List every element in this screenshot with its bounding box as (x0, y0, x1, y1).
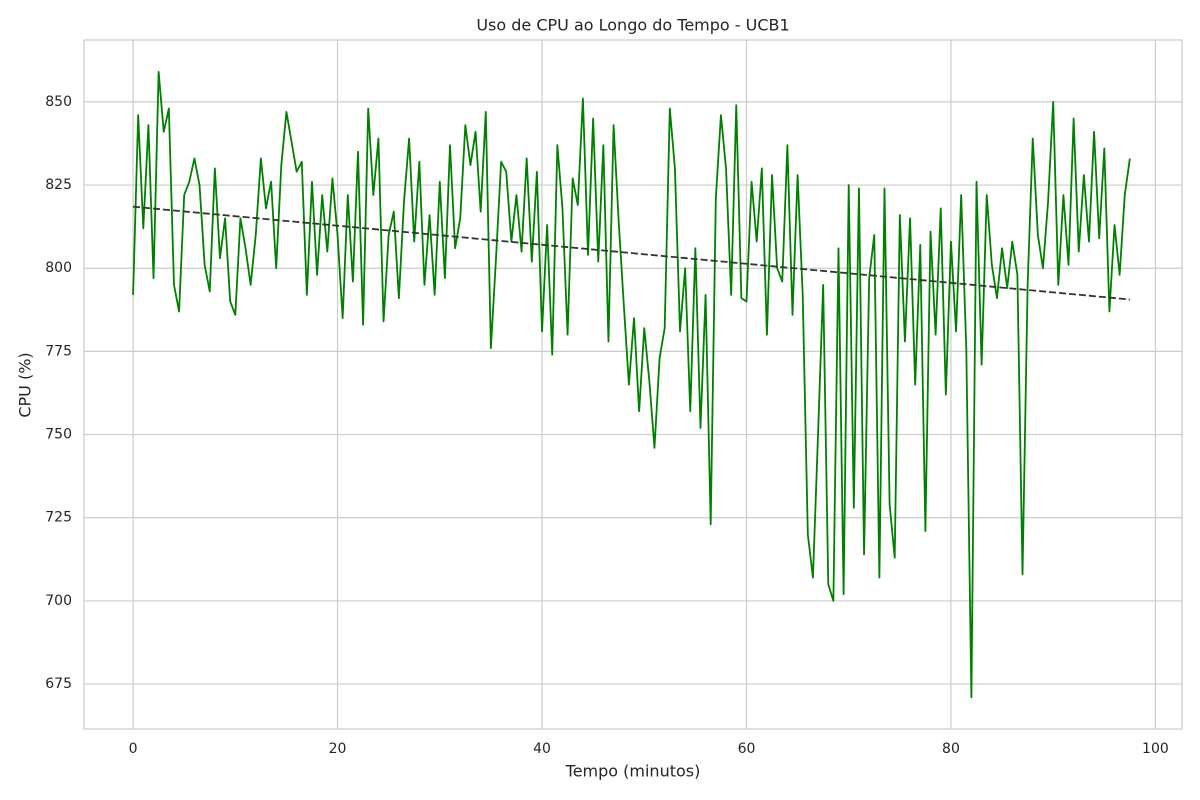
y-tick-label: 800 (45, 260, 72, 276)
y-axis-label: CPU (%) (16, 352, 35, 417)
trend-line (132, 205, 1130, 301)
y-tick-label: 750 (45, 427, 72, 443)
x-tick-label: 100 (1142, 741, 1169, 757)
plot-frame (83, 39, 1183, 730)
y-tick-label: 850 (45, 94, 72, 110)
y-tick-label: 725 (45, 510, 72, 526)
y-tick-label: 675 (45, 676, 72, 692)
chart-title: Uso de CPU ao Longo do Tempo - UCB1 (476, 16, 789, 35)
x-tick-label: 60 (738, 741, 756, 757)
x-tick-label: 20 (329, 741, 347, 757)
y-tick-label: 700 (45, 593, 72, 609)
x-axis-label: Tempo (minutos) (565, 762, 701, 781)
x-tick-label: 80 (942, 741, 960, 757)
x-tick-label: 0 (129, 741, 138, 757)
data-line (132, 71, 1131, 699)
x-tick-label: 40 (533, 741, 551, 757)
y-tick-label: 775 (45, 343, 72, 359)
y-tick-label: 825 (45, 177, 72, 193)
